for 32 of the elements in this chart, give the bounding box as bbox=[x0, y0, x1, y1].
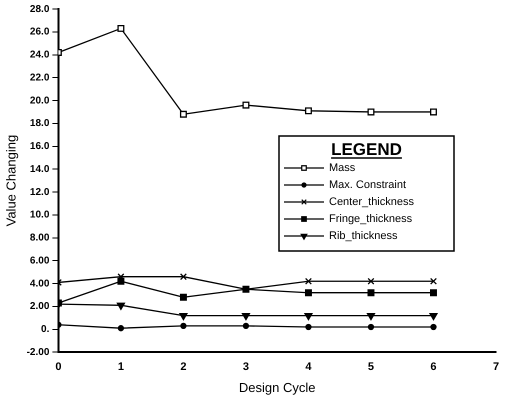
y-tick-label: 18.0 bbox=[30, 118, 50, 130]
y-tick-label: 6.00 bbox=[30, 255, 50, 266]
y-tick-label: 12.0 bbox=[30, 186, 50, 198]
y-tick-label: 26.0 bbox=[30, 26, 50, 38]
x-tick-label: 6 bbox=[430, 360, 437, 373]
y-tick-label: 14.0 bbox=[30, 164, 50, 175]
legend-label: Rib_thickness bbox=[329, 230, 398, 242]
y-tick-label: -2.00 bbox=[26, 346, 50, 358]
y-tick-label: 8.00 bbox=[30, 232, 50, 244]
y-tick-label: 0. bbox=[41, 324, 50, 336]
x-tick-label: 0 bbox=[55, 360, 62, 373]
x-tick-label: 7 bbox=[492, 360, 500, 373]
y-tick-label: 20.0 bbox=[30, 95, 50, 106]
y-tick-label: 10.0 bbox=[30, 210, 50, 221]
x-tick-label: 1 bbox=[118, 360, 124, 373]
y-tick-label: 16.0 bbox=[30, 141, 50, 152]
y-tick-label: 22.0 bbox=[30, 72, 50, 84]
legend-label: Max. Constraint bbox=[329, 179, 406, 192]
y-tick-label: 28.0 bbox=[30, 4, 50, 15]
x-tick-label: 3 bbox=[242, 360, 249, 373]
y-axis-title: Value Changing bbox=[3, 134, 18, 226]
y-tick-label: 4.00 bbox=[30, 278, 50, 290]
x-tick-label: 4 bbox=[305, 360, 312, 373]
x-tick-label: 5 bbox=[368, 360, 374, 373]
legend-title: LEGEND bbox=[331, 140, 402, 159]
legend-label: Center_thickness bbox=[329, 196, 414, 208]
legend-label: Fringe_thickness bbox=[329, 213, 413, 226]
y-tick-label: 24.0 bbox=[30, 50, 50, 61]
x-tick-label: 2 bbox=[180, 360, 186, 373]
legend-label: Mass bbox=[329, 162, 356, 174]
x-axis-title: Design Cycle bbox=[238, 380, 316, 395]
y-tick-label: 2.00 bbox=[30, 301, 50, 312]
